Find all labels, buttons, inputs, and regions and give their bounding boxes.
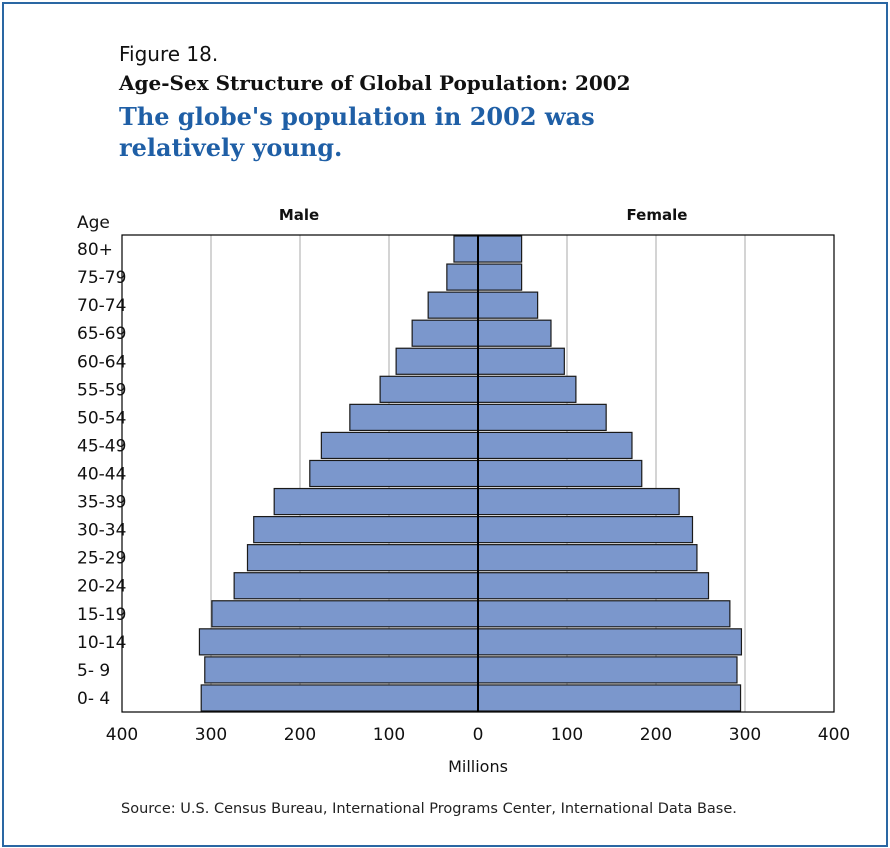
age-tick-label: 45-49 bbox=[77, 436, 126, 456]
age-tick-label: 65-69 bbox=[77, 324, 126, 344]
chart-title: Age-Sex Structure of Global Population: … bbox=[119, 71, 631, 95]
female-bar bbox=[477, 487, 680, 516]
x-tick-label: 300 bbox=[195, 725, 227, 745]
x-tick-label: 0 bbox=[473, 725, 484, 745]
male-bar bbox=[453, 235, 479, 263]
male-bar bbox=[411, 319, 479, 347]
male-bar bbox=[198, 628, 479, 656]
female-bar bbox=[477, 375, 577, 403]
male-bar bbox=[200, 684, 479, 712]
female-bar bbox=[477, 656, 738, 684]
plot-area-border bbox=[121, 234, 835, 713]
male-bar bbox=[246, 544, 479, 572]
male-bar bbox=[395, 347, 479, 375]
age-tick-label: 50-54 bbox=[77, 408, 126, 428]
x-tick-label: 300 bbox=[729, 725, 761, 745]
male-bar bbox=[349, 403, 479, 432]
female-bar bbox=[477, 291, 539, 319]
male-bar bbox=[427, 291, 479, 319]
age-tick-label: 5- 9 bbox=[77, 661, 110, 681]
x-tick-label: 400 bbox=[106, 725, 138, 745]
female-bar bbox=[477, 431, 633, 460]
x-tick-labels: 400 300 200 100 0 100 200 300 400 bbox=[106, 725, 850, 745]
age-tick-label: 30-34 bbox=[77, 521, 126, 541]
female-bar bbox=[477, 515, 694, 544]
female-series-label: Female bbox=[627, 206, 688, 224]
female-bar bbox=[477, 235, 523, 263]
female-bar bbox=[477, 628, 743, 656]
x-tick-label: 100 bbox=[373, 725, 405, 745]
male-bar bbox=[320, 431, 479, 460]
x-tick-label: 200 bbox=[284, 725, 316, 745]
female-bar bbox=[477, 347, 565, 375]
female-bar bbox=[477, 600, 731, 628]
age-tick-label: 60-64 bbox=[77, 352, 126, 372]
female-bar bbox=[477, 544, 698, 572]
female-bar bbox=[477, 684, 742, 712]
female-bar bbox=[477, 459, 643, 488]
age-tick-label: 0- 4 bbox=[77, 689, 110, 709]
male-series-label: Male bbox=[279, 206, 319, 224]
age-tick-label: 10-14 bbox=[77, 633, 126, 653]
source-note: Source: U.S. Census Bureau, Internationa… bbox=[121, 801, 737, 817]
age-tick-label: 70-74 bbox=[77, 296, 126, 316]
age-tick-label: 40-44 bbox=[77, 465, 126, 485]
age-tick-label: 55-59 bbox=[77, 380, 126, 400]
age-axis-label: Age bbox=[77, 213, 110, 233]
age-tick-label: 15-19 bbox=[77, 605, 126, 625]
male-bar bbox=[379, 375, 479, 403]
chart-subtitle: The globe's population in 2002 was relat… bbox=[119, 102, 595, 162]
male-bar bbox=[446, 263, 479, 291]
female-bar bbox=[477, 572, 710, 600]
age-tick-label: 35-39 bbox=[77, 493, 126, 513]
male-bar bbox=[309, 459, 479, 488]
x-tick-label: 400 bbox=[818, 725, 850, 745]
age-tick-label: 20-24 bbox=[77, 577, 126, 597]
male-bar bbox=[204, 656, 479, 684]
age-tick-labels: 0- 4 5- 9 10-14 15-19 20-24 25-29 30-34 35-39 40… bbox=[77, 240, 126, 709]
female-bar bbox=[477, 319, 552, 347]
figure-label: Figure 18. bbox=[119, 42, 219, 66]
x-tick-label: 100 bbox=[551, 725, 583, 745]
female-bar bbox=[477, 263, 523, 291]
bars bbox=[198, 235, 743, 712]
x-tick-label: 200 bbox=[640, 725, 672, 745]
male-bar bbox=[233, 572, 479, 600]
age-tick-label: 25-29 bbox=[77, 549, 126, 569]
male-bar bbox=[211, 600, 479, 628]
female-bar bbox=[477, 403, 607, 432]
x-axis-label: Millions bbox=[448, 757, 508, 776]
age-tick-label: 80+ bbox=[77, 240, 113, 260]
age-tick-label: 75-79 bbox=[77, 268, 126, 288]
male-bar bbox=[273, 487, 479, 516]
male-bar bbox=[253, 515, 479, 544]
